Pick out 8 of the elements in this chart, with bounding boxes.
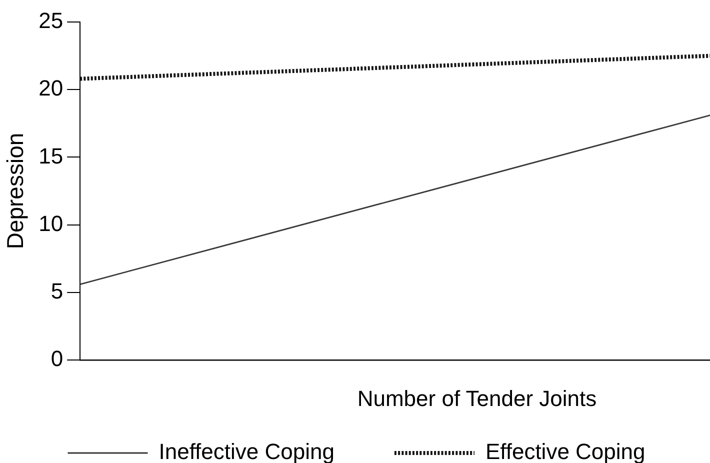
y-axis-title: Depression <box>2 132 28 250</box>
y-tick-label: 15 <box>38 143 64 168</box>
y-tick-label: 0 <box>50 346 64 372</box>
x-axis-title: Number of Tender Joints <box>357 386 597 412</box>
y-tick-label: 25 <box>38 8 64 34</box>
y-tick-label: 5 <box>50 278 64 304</box>
y-tick-label: 20 <box>38 76 64 101</box>
y-tick-label: 10 <box>38 210 64 236</box>
